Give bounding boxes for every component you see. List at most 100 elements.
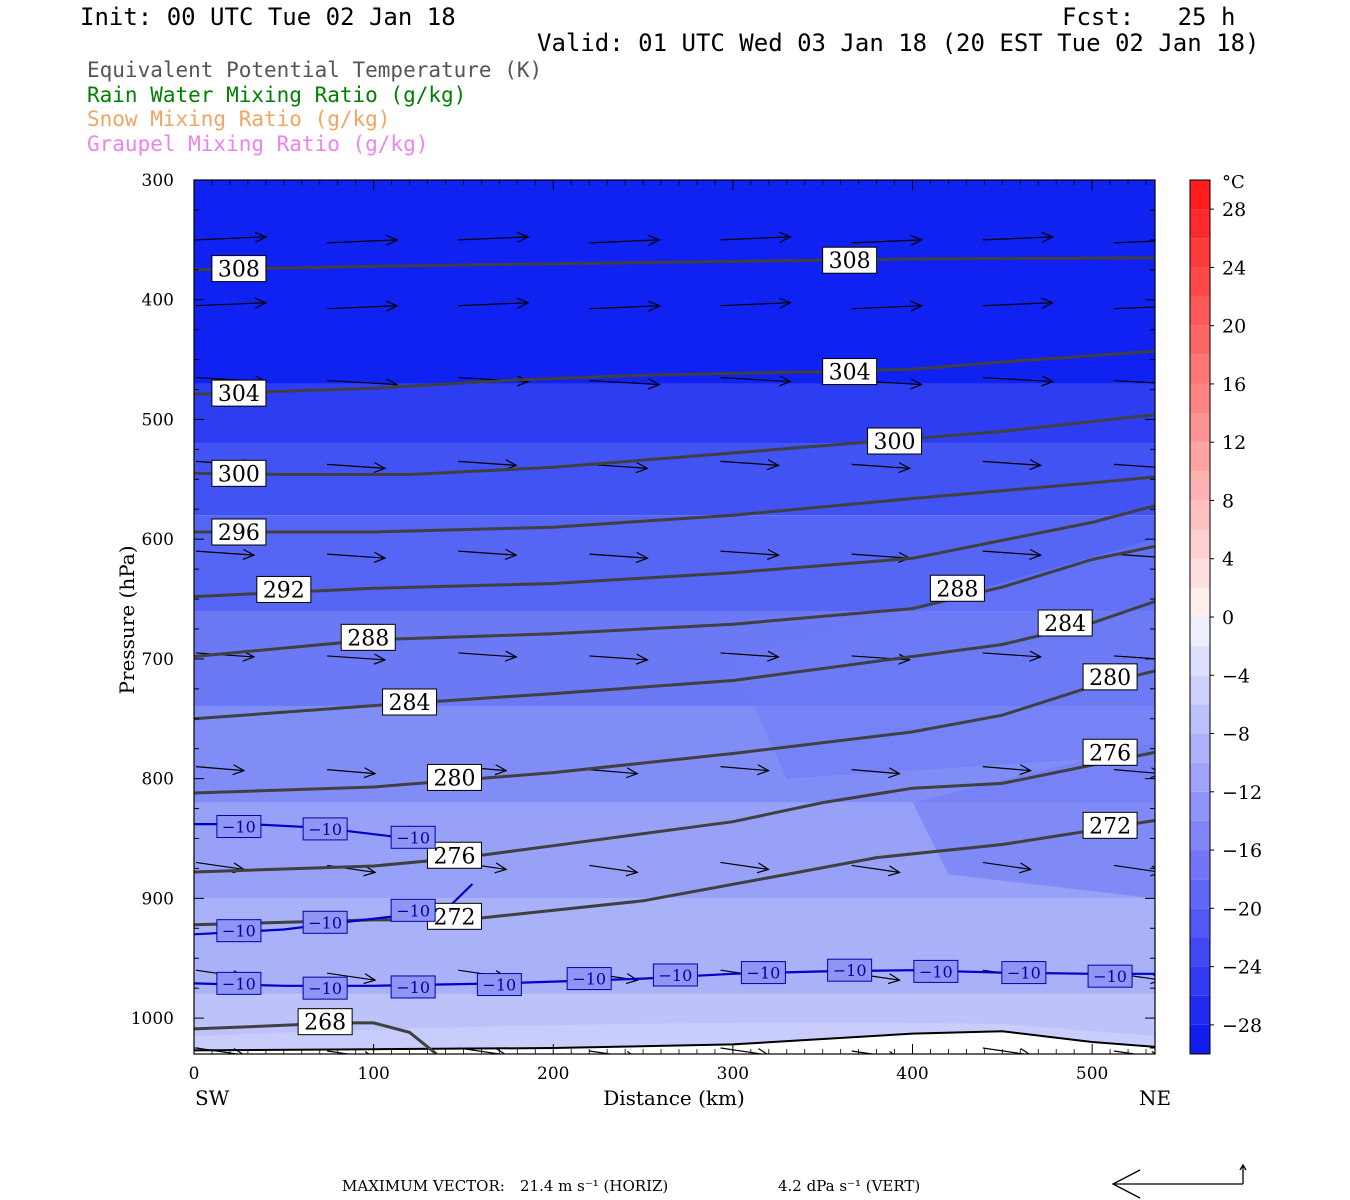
temperature-label: −10 — [222, 922, 256, 941]
colorbar-tick-label: −4 — [1222, 665, 1250, 687]
wind-vector — [1113, 463, 1155, 468]
y-tick-label: 300 — [142, 171, 174, 191]
temperature-label-box — [390, 975, 436, 999]
wind-vector — [1113, 655, 1155, 660]
x-tick-label: 300 — [717, 1064, 749, 1084]
colorbar-swatch — [1190, 180, 1210, 210]
colorbar-unit: °C — [1222, 172, 1245, 193]
colorbar-swatch — [1190, 908, 1210, 938]
theta-e-contour-272 — [194, 819, 1155, 927]
temperature-label: −10 — [1093, 967, 1127, 986]
wind-vector — [195, 237, 266, 240]
temperature-label: −10 — [308, 913, 342, 932]
temperature-label: −10 — [222, 974, 256, 993]
y-tick-label: 400 — [142, 291, 174, 311]
wind-vector — [458, 303, 528, 306]
theta-e-contour-276 — [194, 750, 1155, 874]
theta-e-contour-304 — [194, 349, 1155, 396]
colorbar-tick-label: −12 — [1222, 782, 1262, 804]
wind-vector — [851, 464, 910, 468]
wind-vector — [851, 1050, 900, 1054]
valid-time: Valid: 01 UTC Wed 03 Jan 18 (20 EST Tue … — [537, 29, 1260, 57]
theta-e-label-box — [256, 575, 312, 603]
max-vector-horiz: 21.4 m s⁻¹ (HORIZ) — [520, 1177, 669, 1195]
theta-e-contour-292 — [194, 504, 1155, 599]
wind-vector — [589, 1050, 637, 1054]
theta-e-label: 304 — [218, 382, 260, 407]
wind-vector — [327, 770, 375, 774]
colorbar-swatch — [1190, 995, 1210, 1025]
wind-vector — [327, 972, 375, 980]
wind-vector — [720, 237, 791, 240]
colorbar-swatch — [1190, 413, 1210, 443]
wind-vector — [327, 381, 397, 385]
colorbar-swatch — [1190, 500, 1210, 530]
temperature-label: −10 — [396, 901, 430, 920]
wind-vector — [720, 551, 779, 555]
colorbar-swatch — [1190, 267, 1210, 297]
colorbar-swatch — [1190, 587, 1210, 617]
theta-e-contour-268 — [194, 1021, 438, 1054]
temperature-label-box — [740, 961, 786, 985]
temperature-label-box — [1087, 964, 1133, 988]
wind-vector — [982, 653, 1041, 657]
colorbar-swatch — [1190, 558, 1210, 588]
temp-shade-band — [194, 180, 1155, 384]
theta-e-label: 292 — [263, 578, 305, 603]
surface-line — [194, 1030, 1155, 1052]
wind-vector — [327, 306, 397, 309]
colorbar-tick-label: 24 — [1222, 257, 1246, 279]
wind-vector — [589, 770, 637, 774]
wind-vector — [589, 656, 647, 660]
theta-e-contour-300 — [194, 413, 1155, 476]
x-axis-label: Distance (km) — [603, 1086, 745, 1110]
theta-e-label: 304 — [829, 361, 871, 386]
max-vector-label: MAXIMUM VECTOR: — [342, 1177, 505, 1195]
wind-vector — [982, 461, 1041, 465]
x-tick-label: 0 — [189, 1064, 200, 1084]
theta-e-contour-296 — [194, 475, 1155, 534]
x-tick-label: 400 — [896, 1064, 928, 1084]
colorbar-swatch — [1190, 646, 1210, 676]
temperature-label-box — [216, 815, 262, 839]
wind-vector — [327, 656, 385, 660]
wind-vector — [720, 861, 769, 869]
colorbar-swatch — [1190, 238, 1210, 268]
wind-vector — [1113, 770, 1155, 774]
wind-vector — [327, 554, 385, 558]
colorbar-swatch — [1190, 471, 1210, 501]
wind-vector — [982, 237, 1053, 240]
legend-graupel: Graupel Mixing Ratio (g/kg) — [87, 132, 429, 156]
colorbar-swatch — [1190, 442, 1210, 472]
legend-snow: Snow Mixing Ratio (g/kg) — [87, 107, 391, 131]
colorbar-swatch — [1190, 1024, 1210, 1054]
wind-vector — [720, 303, 791, 306]
colorbar-swatch — [1190, 850, 1210, 880]
colorbar-tick-label: −20 — [1222, 898, 1262, 920]
colorbar-swatch — [1190, 966, 1210, 996]
max-vector-vert: 4.2 dPa s⁻¹ (VERT) — [778, 1177, 921, 1195]
wind-vector — [589, 240, 659, 243]
temperature-label-box — [652, 963, 698, 987]
colorbar-swatch — [1190, 325, 1210, 355]
theta-e-label: 276 — [433, 844, 475, 869]
theta-e-label-box — [426, 841, 482, 869]
temperature-label-box — [302, 817, 348, 841]
wind-vector — [458, 237, 528, 240]
temperature-label: −10 — [572, 970, 606, 989]
init-time: Init: 00 UTC Tue 02 Jan 18 — [80, 3, 456, 31]
x-right-direction: NE — [1139, 1086, 1171, 1110]
wind-vector — [195, 303, 266, 306]
colorbar-tick-label: −28 — [1222, 1015, 1262, 1037]
colorbar-tick-label: 4 — [1222, 549, 1234, 571]
colorbar-tick-label: 16 — [1222, 374, 1246, 396]
wind-vector — [982, 861, 1031, 869]
theta-e-label-box — [1082, 811, 1138, 839]
temperature-label: −10 — [659, 966, 693, 985]
theta-e-label: 284 — [389, 691, 431, 716]
theta-e-label-box — [1037, 609, 1093, 637]
temp-shade-band — [194, 383, 1155, 444]
colorbar-tick-label: 0 — [1222, 607, 1234, 629]
wind-vector — [982, 378, 1053, 382]
